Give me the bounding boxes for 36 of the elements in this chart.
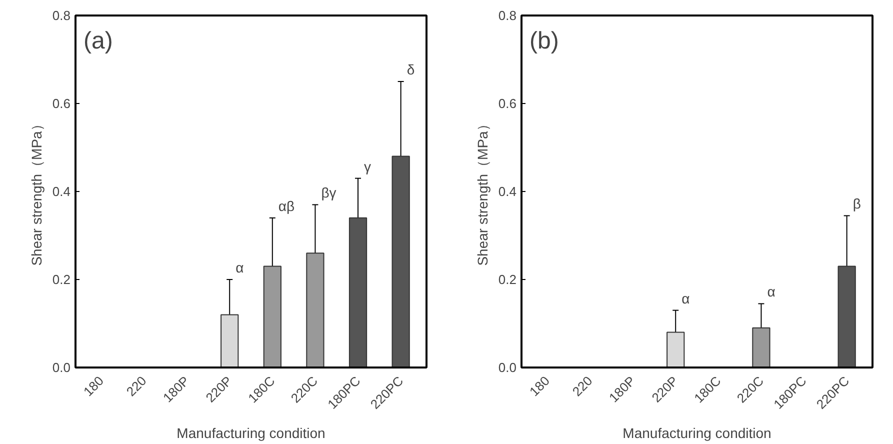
y-tick-label: 0.6 (498, 96, 517, 111)
bar (666, 332, 685, 368)
y-tick-label: 0.6 (52, 96, 71, 111)
annotation: β (852, 196, 861, 212)
y-tick-label: 0.8 (498, 8, 517, 23)
text: (a) (84, 28, 113, 54)
annotation: γ (364, 158, 372, 174)
x-axis-title: Manufacturing condition (622, 425, 772, 442)
x-tick-label: 180 (526, 373, 552, 400)
x-tick-label: 180 (80, 373, 106, 400)
bar (348, 217, 368, 368)
bar (392, 156, 410, 368)
annotation: βγ (321, 184, 336, 201)
bar (220, 314, 239, 368)
bar (838, 266, 856, 368)
y-tick-label: 0.8 (52, 8, 71, 23)
annotation: αβ (278, 198, 295, 214)
y-tick-label: 0.2 (498, 272, 517, 287)
bar (263, 266, 282, 368)
annotation: α (767, 284, 776, 300)
bar (752, 327, 770, 368)
y-tick-label: 0.0 (498, 360, 517, 375)
text: (b) (530, 28, 559, 54)
x-tick-label: 220 (569, 373, 596, 400)
annotation: α (682, 290, 690, 306)
bar (306, 252, 324, 368)
y-tick-label: 0.4 (498, 184, 517, 199)
y-tick-label: 0.4 (52, 184, 71, 199)
annotation: δ (406, 62, 415, 78)
y-tick-label: 0.2 (52, 272, 71, 287)
y-tick-label: 0.0 (52, 360, 71, 375)
annotation: α (236, 260, 244, 276)
x-tick-label: 220 (123, 373, 150, 400)
x-axis-title: Manufacturing condition (176, 425, 326, 442)
y-axis-title: Shear strength（MPa） (474, 117, 490, 266)
y-axis-title: Shear strength（MPa） (28, 117, 44, 266)
